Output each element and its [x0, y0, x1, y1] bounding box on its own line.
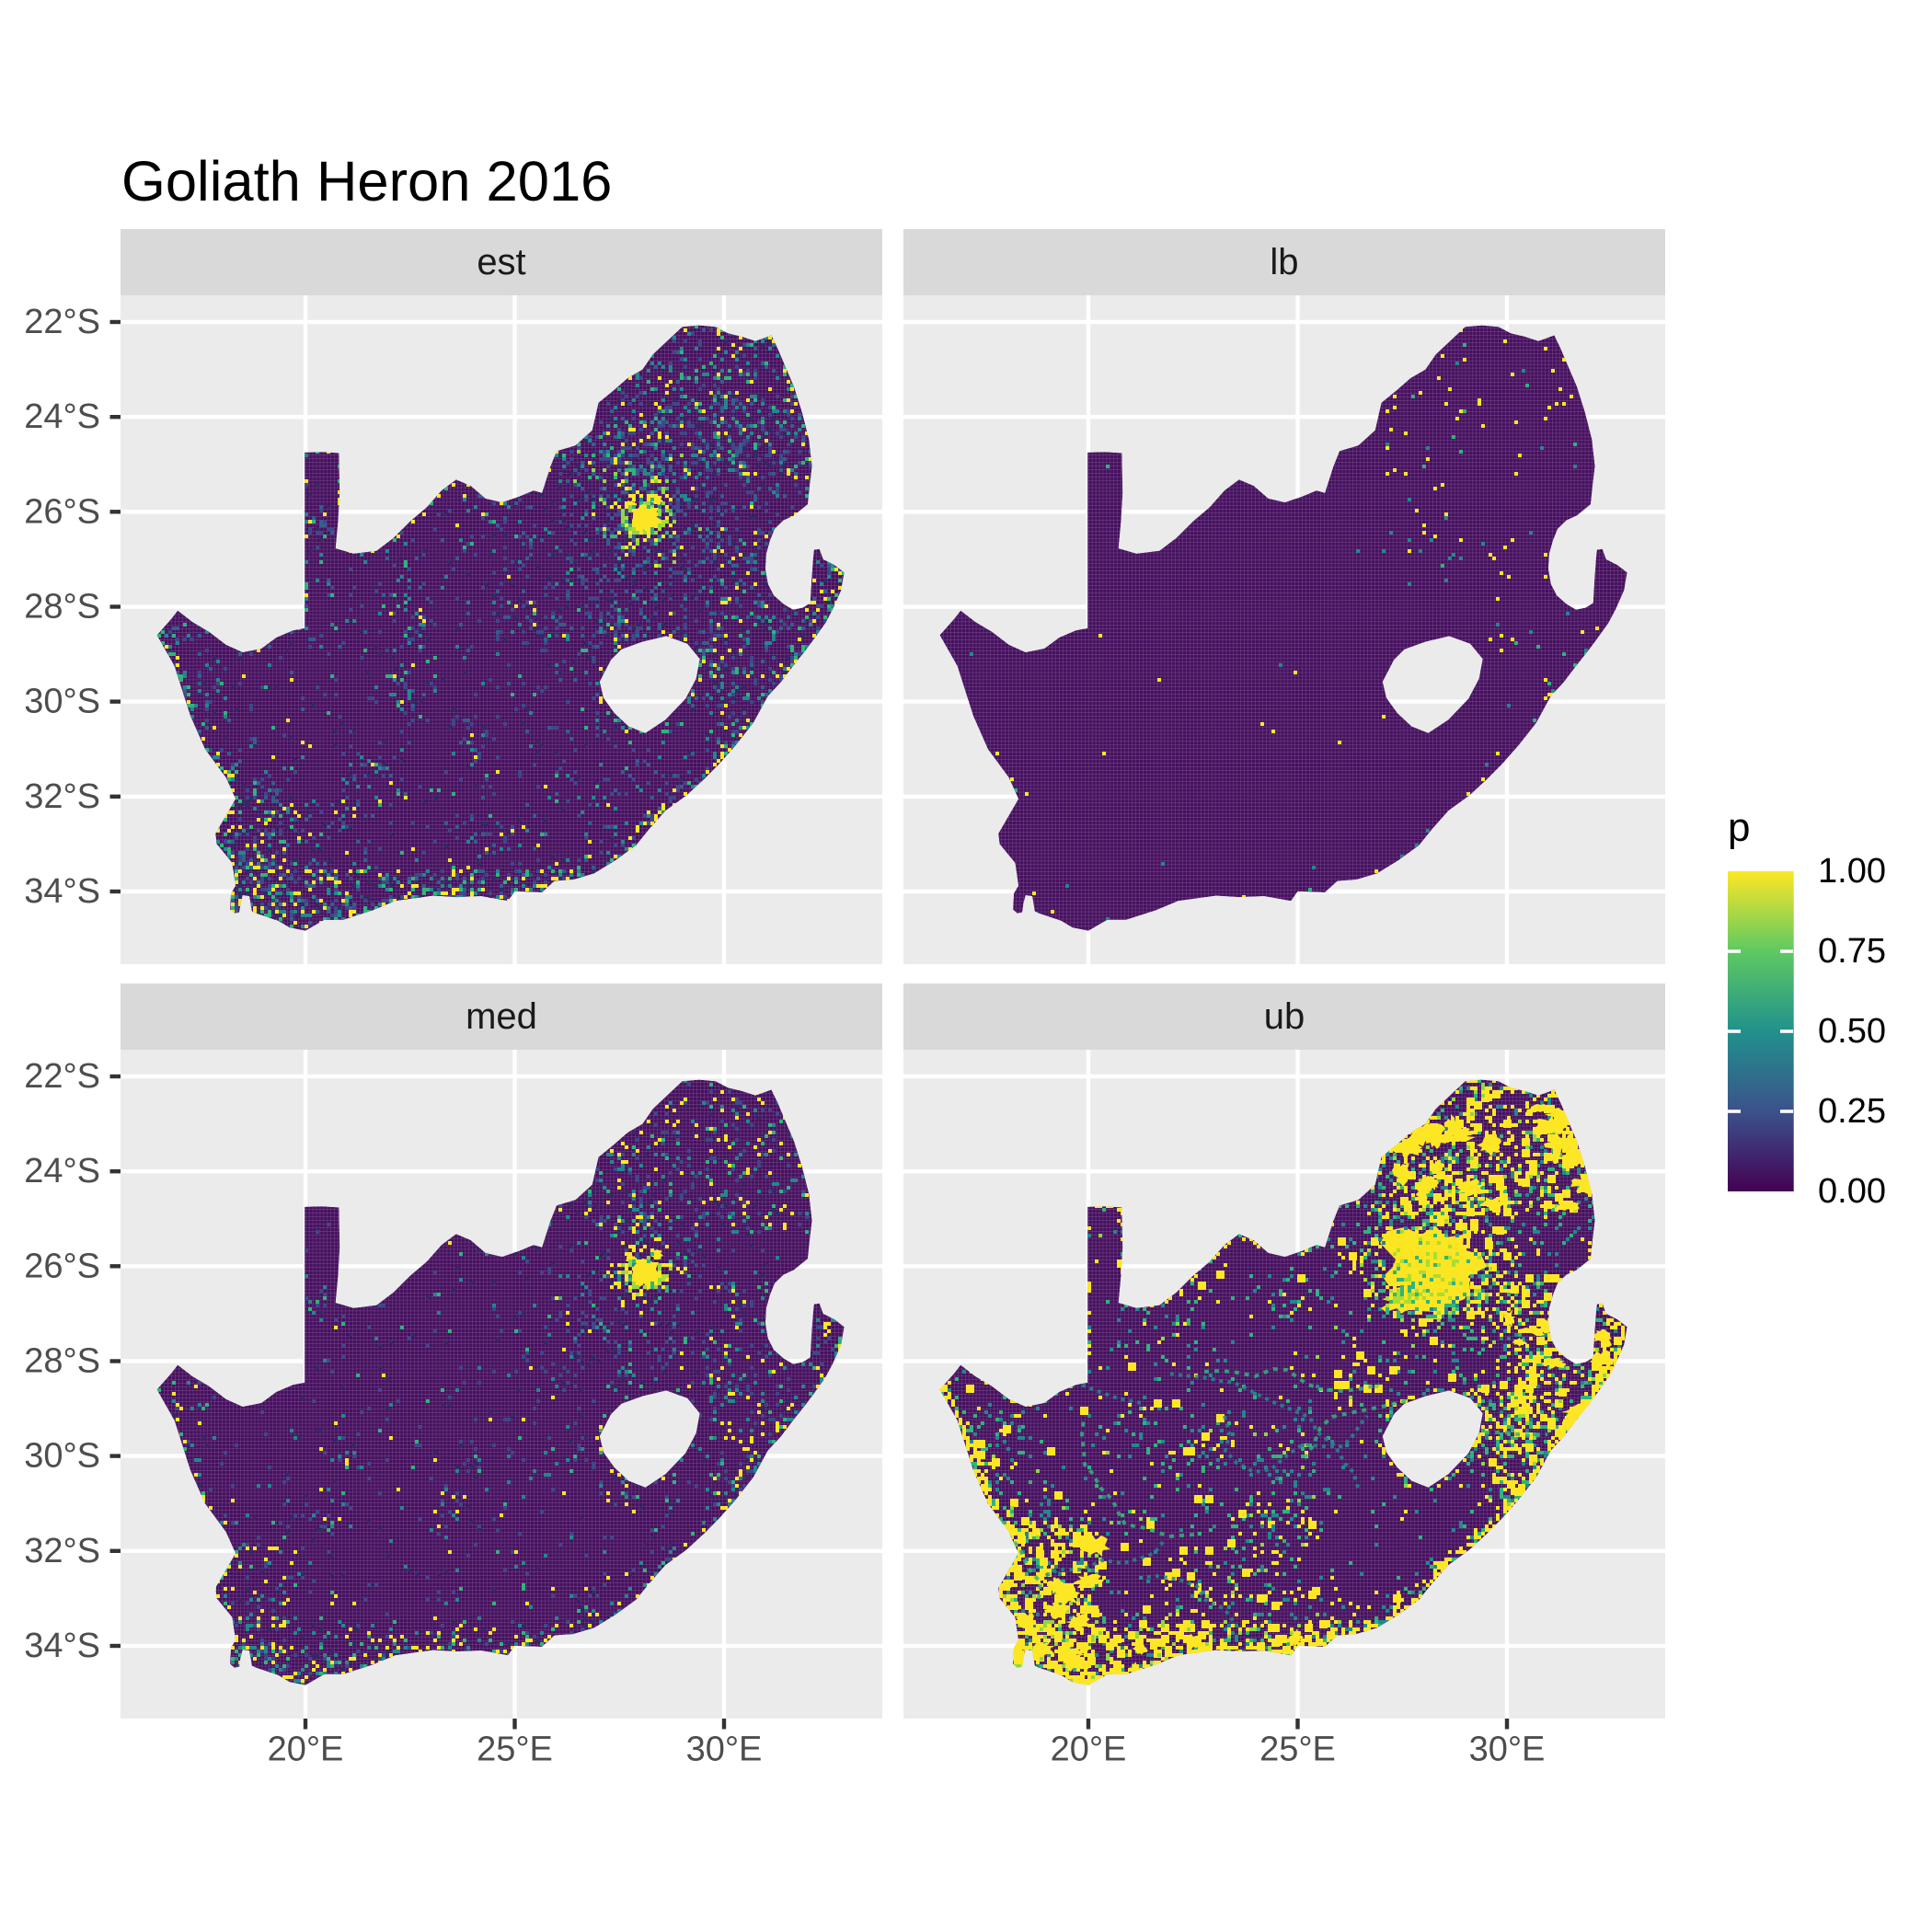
svg-text:0.50: 0.50	[1818, 1012, 1886, 1051]
svg-text:med: med	[466, 996, 537, 1037]
svg-text:28°S: 28°S	[24, 1342, 100, 1381]
svg-text:26°S: 26°S	[24, 492, 100, 531]
svg-text:22°S: 22°S	[24, 1057, 100, 1096]
svg-text:34°S: 34°S	[24, 872, 100, 911]
svg-text:32°S: 32°S	[24, 777, 100, 816]
svg-text:28°S: 28°S	[24, 588, 100, 627]
svg-text:ub: ub	[1264, 996, 1305, 1037]
svg-text:1.00: 1.00	[1818, 852, 1886, 891]
svg-text:0.75: 0.75	[1818, 932, 1886, 971]
svg-text:30°S: 30°S	[24, 683, 100, 721]
svg-text:24°S: 24°S	[24, 397, 100, 436]
svg-text:30°E: 30°E	[1469, 1731, 1546, 1769]
svg-text:20°E: 20°E	[1051, 1731, 1127, 1769]
svg-text:34°S: 34°S	[24, 1627, 100, 1665]
svg-text:est: est	[477, 242, 525, 282]
svg-text:p: p	[1728, 805, 1750, 850]
svg-text:30°S: 30°S	[24, 1437, 100, 1476]
svg-text:Goliath Heron 2016: Goliath Heron 2016	[121, 150, 612, 213]
svg-text:lb: lb	[1270, 242, 1298, 282]
svg-text:20°E: 20°E	[268, 1731, 344, 1769]
svg-text:0.25: 0.25	[1818, 1092, 1886, 1131]
svg-text:25°E: 25°E	[477, 1731, 553, 1769]
svg-text:32°S: 32°S	[24, 1532, 100, 1570]
svg-text:26°S: 26°S	[24, 1247, 100, 1285]
svg-text:0.00: 0.00	[1818, 1172, 1886, 1211]
svg-text:25°E: 25°E	[1259, 1731, 1336, 1769]
svg-text:22°S: 22°S	[24, 303, 100, 341]
svg-text:24°S: 24°S	[24, 1152, 100, 1190]
svg-text:30°E: 30°E	[686, 1731, 763, 1769]
